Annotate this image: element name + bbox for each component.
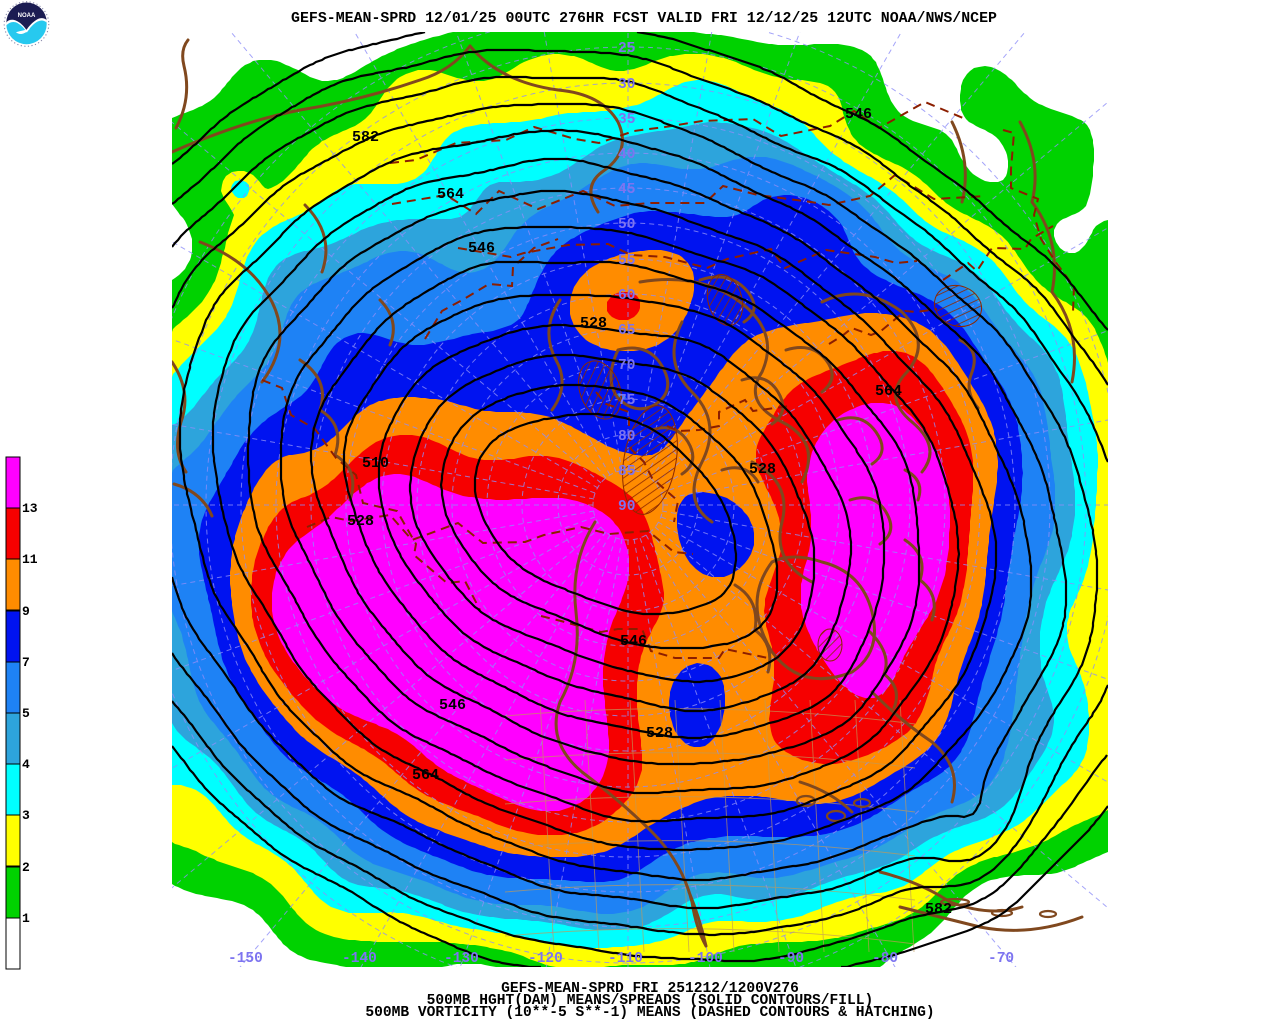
svg-text:55: 55 (618, 253, 635, 269)
svg-text:70: 70 (618, 358, 635, 374)
svg-text:-130: -130 (444, 951, 479, 967)
svg-text:3: 3 (22, 808, 30, 823)
svg-text:85: 85 (618, 464, 635, 480)
svg-text:65: 65 (618, 323, 635, 339)
svg-text:546: 546 (468, 240, 495, 257)
svg-text:60: 60 (618, 288, 635, 304)
svg-text:500MB VORTICITY (10**-5 S**-1): 500MB VORTICITY (10**-5 S**-1) MEANS (DA… (365, 1005, 934, 1021)
svg-text:1: 1 (22, 911, 30, 926)
svg-text:30: 30 (618, 77, 635, 93)
svg-text:80: 80 (618, 429, 635, 445)
svg-text:GEFS-MEAN-SPRD FRI 251212/1200: GEFS-MEAN-SPRD FRI 251212/1200V276 (501, 981, 799, 997)
svg-text:NOAA: NOAA (18, 13, 36, 19)
svg-text:9: 9 (22, 604, 30, 619)
svg-text:546: 546 (845, 106, 872, 123)
svg-text:-110: -110 (608, 951, 643, 967)
svg-text:528: 528 (347, 513, 374, 530)
svg-text:-90: -90 (778, 951, 804, 967)
svg-text:40: 40 (618, 147, 635, 163)
svg-text:90: 90 (618, 499, 635, 515)
svg-text:-120: -120 (528, 951, 563, 967)
svg-text:5: 5 (22, 706, 30, 721)
svg-text:510: 510 (362, 455, 389, 472)
svg-text:582: 582 (925, 901, 952, 918)
svg-text:GEFS-MEAN-SPRD 12/01/25 00UTC: GEFS-MEAN-SPRD 12/01/25 00UTC 276HR FCST… (291, 11, 997, 27)
svg-text:500MB HGHT(DAM) MEANS/SPREADS: 500MB HGHT(DAM) MEANS/SPREADS (SOLID CON… (427, 993, 874, 1009)
svg-text:-140: -140 (342, 951, 377, 967)
svg-text:2: 2 (22, 860, 30, 875)
svg-text:-150: -150 (228, 951, 263, 967)
svg-text:13: 13 (22, 501, 38, 516)
svg-text:546: 546 (620, 633, 647, 650)
svg-text:564: 564 (437, 186, 464, 203)
svg-text:45: 45 (618, 182, 635, 198)
svg-text:50: 50 (618, 217, 635, 233)
svg-text:546: 546 (439, 697, 466, 714)
svg-text:35: 35 (618, 112, 635, 128)
svg-text:-70: -70 (988, 951, 1014, 967)
svg-text:528: 528 (646, 725, 673, 742)
svg-text:-100: -100 (688, 951, 723, 967)
svg-text:528: 528 (749, 461, 776, 478)
svg-text:4: 4 (22, 757, 30, 772)
svg-text:564: 564 (412, 767, 439, 784)
svg-text:11: 11 (22, 552, 38, 567)
svg-text:528: 528 (580, 315, 607, 332)
svg-text:-80: -80 (872, 951, 898, 967)
svg-text:564: 564 (875, 383, 902, 400)
svg-text:75: 75 (618, 393, 635, 409)
svg-text:582: 582 (352, 129, 379, 146)
svg-text:7: 7 (22, 655, 30, 670)
svg-text:25: 25 (618, 41, 635, 57)
